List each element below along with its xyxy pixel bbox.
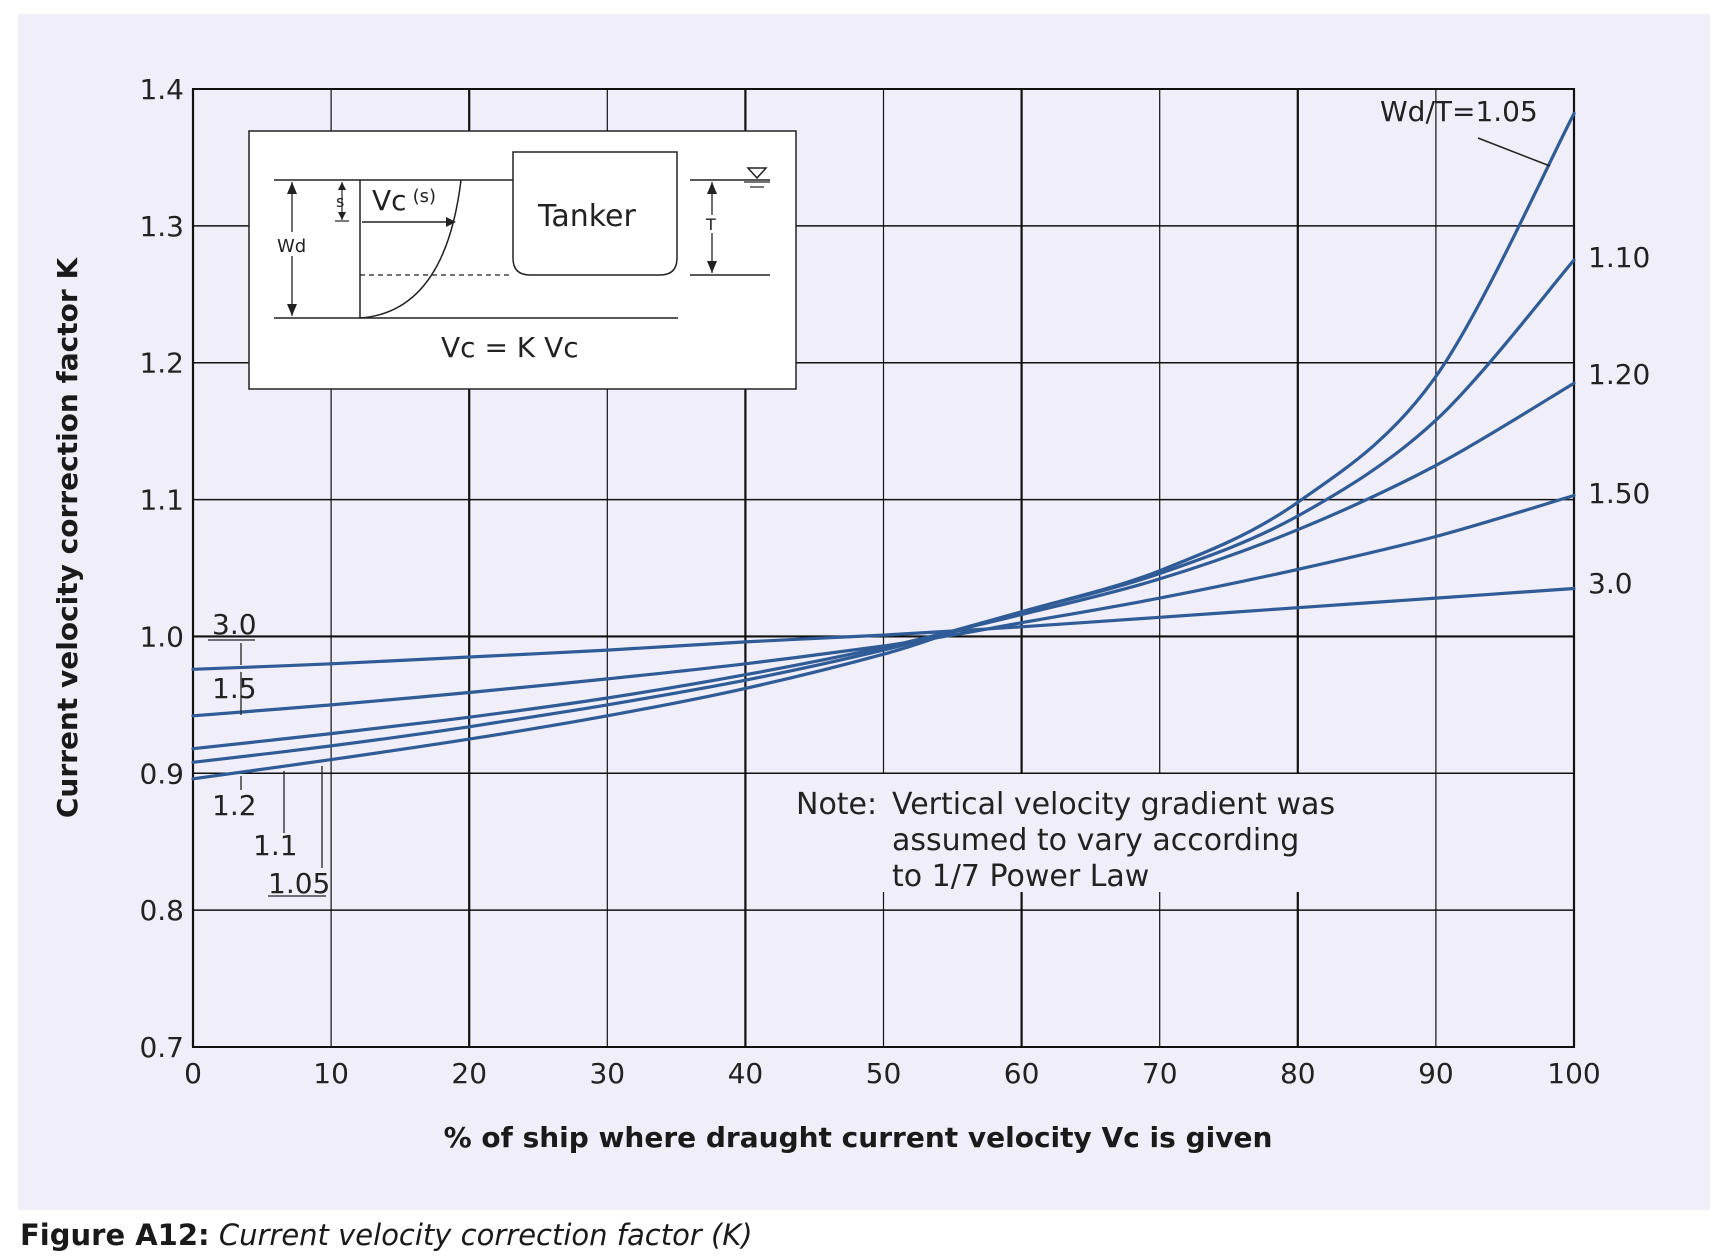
t-label-bg <box>704 215 720 233</box>
x-axis-ticks: 0 10 20 30 40 50 60 70 80 90 100 <box>184 1057 1601 1090</box>
y-tick-label: 1.2 <box>139 347 184 380</box>
caption-text: Current velocity correction factor (K) <box>218 1218 753 1252</box>
note-line-3: to 1/7 Power Law <box>892 859 1149 894</box>
y-tick-label: 0.7 <box>139 1031 184 1064</box>
left-curve-label: 3.0 <box>212 608 257 641</box>
right-curve-label: 1.20 <box>1588 358 1650 391</box>
chart: 0 10 20 30 40 50 60 70 80 90 100 0.7 0.8 0.9 1.0 1.1 1.… <box>51 73 1650 1154</box>
inset-diagram: Tanker Wd s Vc (s) Vc = K Vc T <box>248 130 797 390</box>
note-line-1: Vertical velocity gradient was <box>892 787 1335 822</box>
figure-caption: Figure A12: Current velocity correction … <box>20 1218 753 1252</box>
x-tick-label: 0 <box>184 1057 202 1090</box>
left-curve-label: 1.5 <box>212 672 257 705</box>
water-level-icon <box>744 167 770 188</box>
wd-label: Wd <box>277 236 306 257</box>
x-tick-label: 100 <box>1547 1057 1600 1090</box>
note-line-2: assumed to vary according <box>892 823 1299 858</box>
curves <box>191 112 1576 781</box>
x-tick-label: 40 <box>728 1057 764 1090</box>
formula-label: Vc = K Vc <box>441 331 579 364</box>
x-tick-label: 80 <box>1280 1057 1316 1090</box>
curve-series-3 <box>191 493 1576 718</box>
y-tick-label: 0.8 <box>139 894 184 927</box>
s-arrow-down <box>338 212 346 220</box>
caption-label: Figure A12: <box>20 1218 210 1252</box>
x-tick-label: 70 <box>1142 1057 1178 1090</box>
curve-labels: Wd/T=1.05 1.10 1.20 1.50 3.0 1.05 1.1 1.2 1.5 3.0 <box>208 95 1650 900</box>
right-curve-label: 1.10 <box>1588 241 1650 274</box>
right-curve-label: Wd/T=1.05 <box>1380 95 1538 128</box>
note-label: Note: <box>796 787 877 822</box>
x-tick-label: 50 <box>866 1057 902 1090</box>
t-label: T <box>705 215 716 234</box>
s-arrow-up <box>338 182 346 190</box>
y-tick-label: 1.3 <box>139 210 184 243</box>
y-tick-label: 1.0 <box>139 620 184 653</box>
y-tick-label: 1.4 <box>139 73 184 106</box>
y-tick-label: 0.9 <box>139 757 184 790</box>
x-axis-title: % of ship where draught current velocity… <box>444 1121 1273 1154</box>
vc-label: Vc (s) <box>372 184 436 217</box>
note-annotation: Note: Vertical velocity gradient was ass… <box>790 774 1335 894</box>
y-tick-label: 1.1 <box>139 484 184 517</box>
tanker-hull <box>512 151 678 276</box>
x-tick-label: 60 <box>1004 1057 1040 1090</box>
right-label-leader <box>1477 137 1551 167</box>
right-curve-label: 1.50 <box>1588 477 1650 510</box>
wd-arrow-down <box>287 304 297 316</box>
right-curve-label: 3.0 <box>1588 567 1633 600</box>
left-curve-label: 1.2 <box>212 789 257 822</box>
x-tick-label: 20 <box>451 1057 487 1090</box>
left-curve-label: 1.05 <box>268 867 330 900</box>
wd-label-bg <box>274 232 310 256</box>
t-arrow-down <box>707 261 717 273</box>
vc-arrowhead <box>446 217 456 227</box>
wd-arrow-up <box>287 182 297 194</box>
x-tick-label: 90 <box>1418 1057 1454 1090</box>
note-background <box>790 774 1310 892</box>
velocity-profile <box>359 179 462 319</box>
curve-series-2 <box>191 381 1576 751</box>
x-tick-label: 30 <box>589 1057 625 1090</box>
t-arrow-up <box>707 182 717 194</box>
curve-series-4 <box>191 586 1576 671</box>
y-axis-title: Current velocity correction factor K <box>51 257 84 819</box>
s-label: s <box>336 192 344 211</box>
x-tick-label: 10 <box>313 1057 349 1090</box>
tanker-label: Tanker <box>537 199 637 234</box>
left-curve-label: 1.1 <box>253 829 298 862</box>
y-axis-ticks: 0.7 0.8 0.9 1.0 1.1 1.2 1.3 1.4 <box>139 73 184 1064</box>
